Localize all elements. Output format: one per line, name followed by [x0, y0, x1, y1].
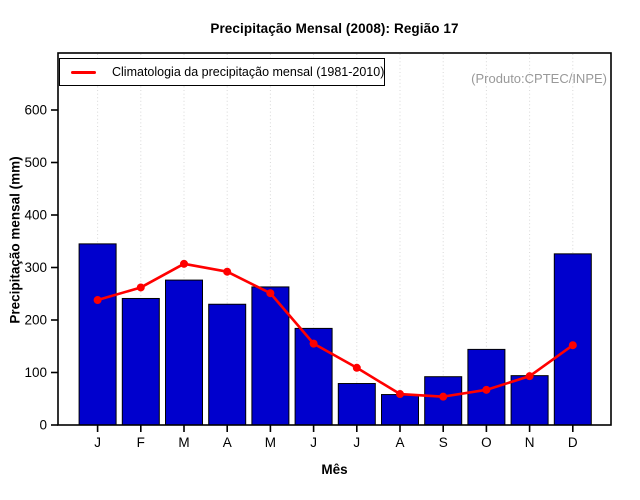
precip-bar [208, 303, 247, 426]
climatology-point [180, 259, 188, 268]
legend: Climatologia da precipitação mensal (198… [59, 58, 385, 86]
legend-label: Climatologia da precipitação mensal (198… [112, 65, 385, 79]
x-tick-label: J [310, 435, 317, 450]
x-tick-label: M [178, 435, 189, 450]
climatology-point [223, 267, 232, 276]
climatology-point [93, 296, 102, 305]
precip-bar [121, 297, 160, 426]
x-axis-title: Mês [321, 462, 348, 477]
climatology-point [525, 372, 534, 381]
precip-bar [553, 253, 592, 426]
chart-title: Precipitação Mensal (2008): Região 17 [210, 21, 459, 36]
y-tick-label: 500 [24, 155, 47, 170]
precip-bar [510, 375, 549, 426]
x-tick-label: J [353, 435, 360, 450]
x-tick-label: A [223, 435, 232, 450]
climatology-point [396, 390, 404, 399]
x-tick-label: S [439, 435, 448, 450]
x-tick-label: D [568, 435, 578, 450]
climatology-point [266, 289, 275, 298]
climatology-point [568, 341, 577, 350]
precip-bar [251, 286, 290, 426]
plot-box [57, 52, 612, 426]
y-tick-label: 0 [39, 418, 47, 433]
x-tick-label: F [137, 435, 145, 450]
climatology-point [136, 283, 145, 292]
x-tick-label: M [265, 435, 276, 450]
precip-bar [78, 243, 117, 426]
y-tick-label: 400 [24, 208, 47, 223]
climatology-point [439, 392, 448, 401]
produto-annotation: (Produto:CPTEC/INPE) [471, 71, 607, 86]
climatology-point [309, 339, 318, 348]
x-tick-label: J [94, 435, 101, 450]
precip-bar [337, 383, 376, 426]
y-tick-label: 200 [24, 313, 47, 328]
y-tick-label: 100 [24, 365, 47, 380]
x-tick-label: O [481, 435, 492, 450]
x-tick-label: N [525, 435, 535, 450]
y-tick-label: 600 [24, 103, 47, 118]
precip-bar [165, 279, 203, 426]
y-tick-label: 300 [24, 260, 47, 275]
climatology-line [97, 262, 574, 398]
climatology-point [482, 385, 491, 394]
precip-bar [424, 376, 463, 426]
precip-bar [381, 394, 419, 426]
climatology-point [352, 363, 361, 372]
red-line-icon [71, 70, 96, 74]
x-tick-label: A [395, 435, 404, 450]
y-axis-title: Precipitação mensal (mm) [7, 156, 23, 324]
